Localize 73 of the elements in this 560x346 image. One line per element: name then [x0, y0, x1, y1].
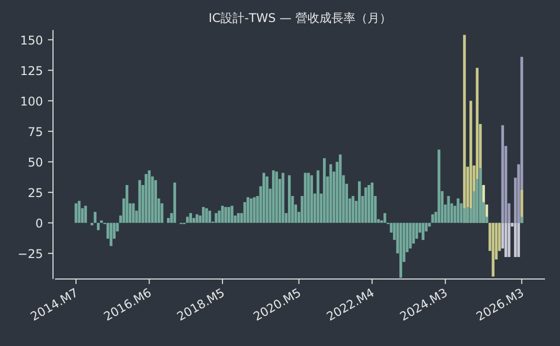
- bar: [74, 203, 78, 223]
- bar: [144, 174, 148, 223]
- bar: [520, 216, 524, 223]
- bar: [214, 213, 218, 223]
- bar: [479, 168, 482, 223]
- bar: [224, 206, 228, 223]
- y-tick-label: 0: [35, 216, 43, 230]
- y-tick-label: 50: [28, 155, 43, 170]
- bar: [504, 222, 508, 258]
- y-tick-label: −25: [18, 246, 43, 261]
- bar: [508, 222, 510, 258]
- y-tick-label: 100: [20, 94, 43, 108]
- bar: [282, 172, 284, 223]
- bar: [186, 216, 189, 223]
- bar: [368, 185, 370, 223]
- bar: [352, 196, 354, 223]
- bar: [78, 200, 81, 223]
- y-tick-label: 25: [28, 186, 43, 200]
- bar: [173, 182, 176, 223]
- bar: [364, 187, 368, 223]
- bar: [189, 213, 192, 223]
- bar: [138, 180, 142, 223]
- bar: [466, 206, 469, 223]
- bar: [501, 125, 504, 223]
- bar: [148, 170, 151, 223]
- bar: [132, 203, 135, 223]
- bar: [358, 181, 361, 223]
- bar: [250, 198, 252, 223]
- bar: [230, 206, 234, 223]
- bar: [262, 172, 266, 223]
- bar: [288, 175, 291, 223]
- bar: [208, 210, 212, 223]
- bar: [456, 198, 460, 223]
- chart-title: IC設計-TWS — 營收成長率（月）: [208, 11, 392, 25]
- bar: [322, 158, 326, 223]
- bar: [338, 154, 342, 223]
- bar: [196, 214, 198, 223]
- bar: [227, 206, 230, 223]
- bar: [492, 222, 494, 277]
- y-tick-label: 75: [28, 124, 43, 139]
- bar: [266, 176, 268, 223]
- bar: [202, 206, 205, 223]
- bar: [383, 213, 386, 223]
- bar: [272, 170, 275, 223]
- bar: [221, 206, 224, 223]
- bar: [307, 172, 310, 223]
- bar: [447, 196, 450, 223]
- bar: [310, 175, 313, 223]
- bar: [438, 150, 440, 223]
- bar: [246, 197, 250, 223]
- bar: [316, 170, 320, 223]
- bar: [422, 222, 424, 240]
- bar: [370, 182, 374, 223]
- bar: [110, 222, 112, 246]
- bar: [237, 213, 240, 223]
- bar: [126, 185, 128, 223]
- bar: [517, 222, 520, 258]
- bar: [399, 222, 402, 278]
- bar: [304, 172, 307, 223]
- bar: [431, 214, 434, 223]
- bar: [408, 222, 412, 248]
- bar: [100, 220, 103, 223]
- bar: [329, 164, 332, 223]
- bar: [205, 208, 208, 223]
- bar: [84, 206, 87, 223]
- y-tick-label: 150: [20, 33, 43, 48]
- bar: [94, 212, 96, 223]
- bar: [514, 222, 517, 258]
- y-tick-label: 125: [20, 64, 43, 78]
- bar: [154, 180, 157, 223]
- bar: [252, 197, 256, 223]
- bar: [275, 172, 278, 223]
- bar: [90, 222, 94, 226]
